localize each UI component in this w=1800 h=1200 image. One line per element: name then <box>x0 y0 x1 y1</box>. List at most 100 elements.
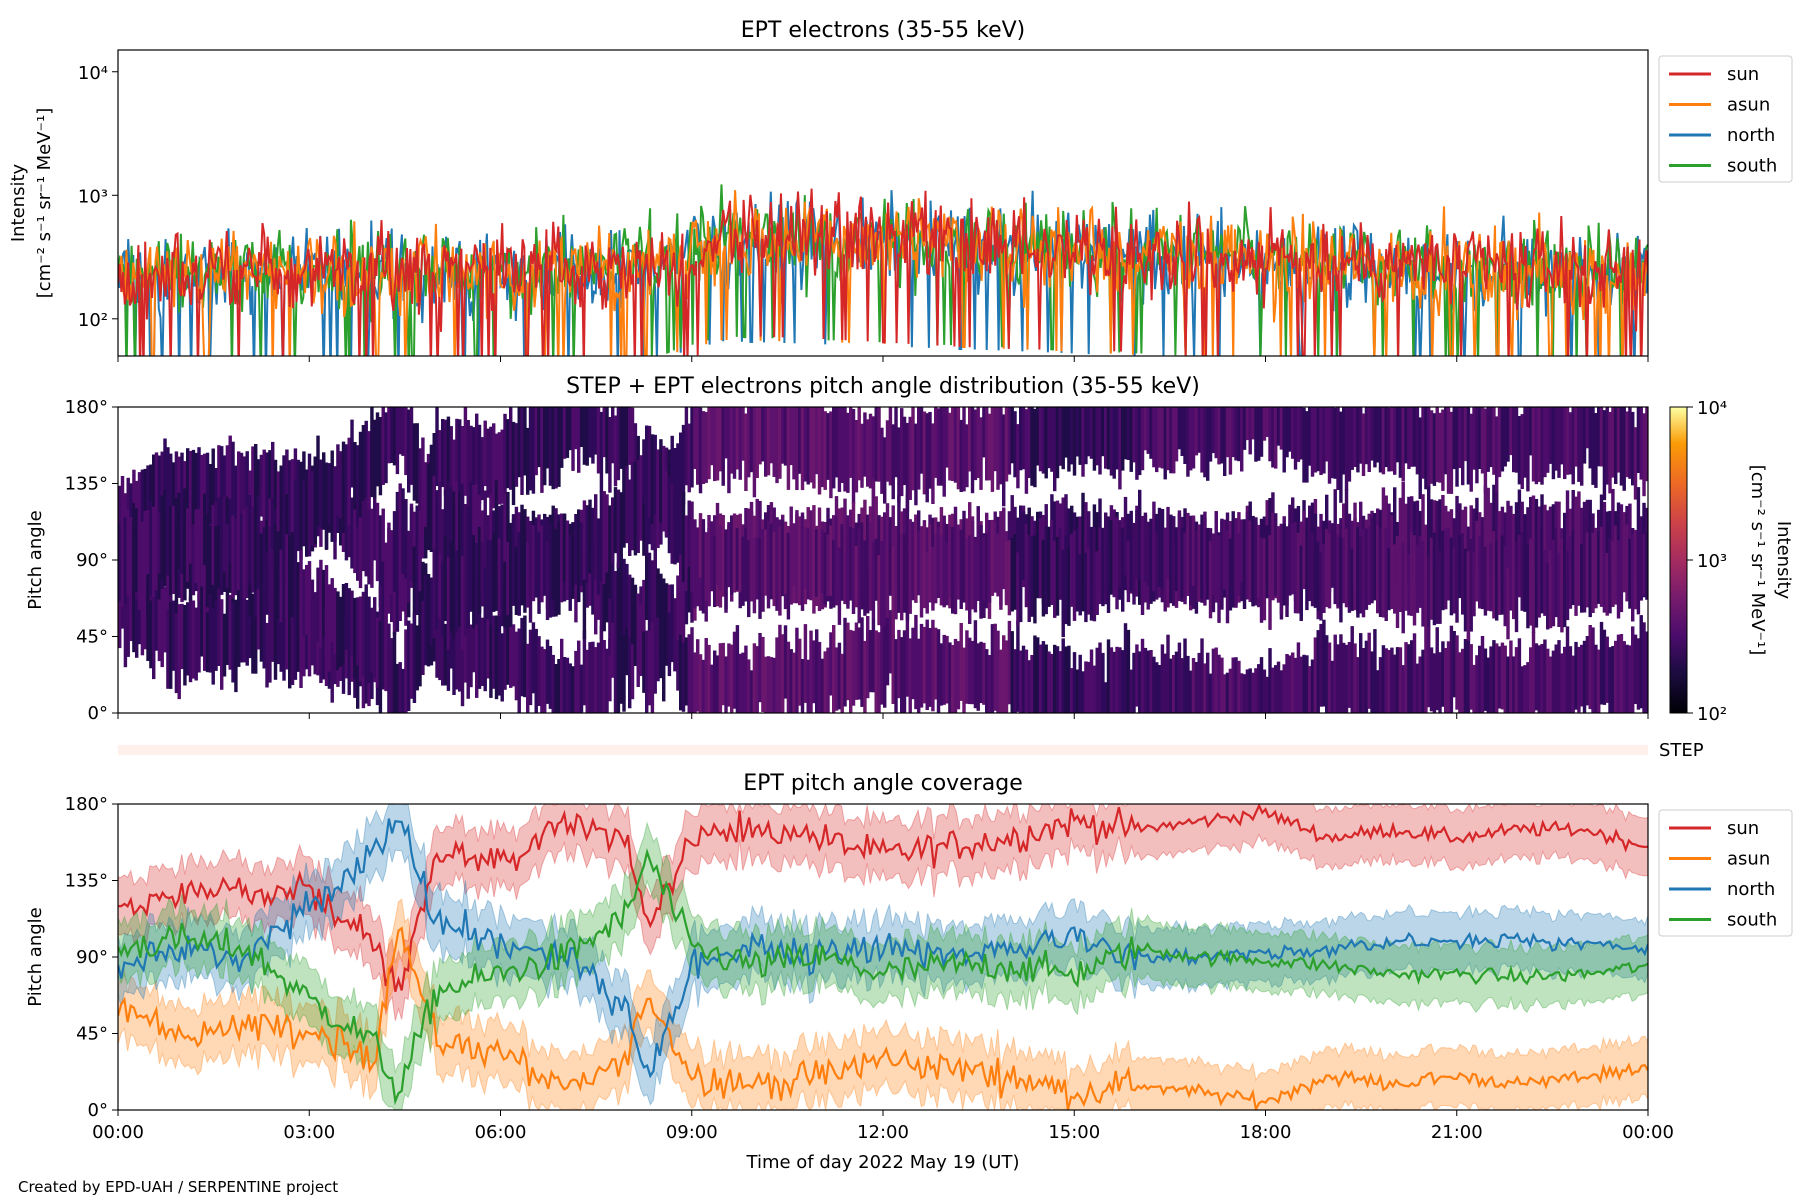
heatmap-cell <box>540 646 544 713</box>
heatmap-cell <box>548 407 553 486</box>
heatmap-cell <box>1611 646 1615 713</box>
heatmap-cell <box>1282 523 1286 606</box>
heatmap-cell <box>968 407 972 472</box>
heatmap-cell <box>220 512 224 595</box>
heatmap-cell <box>829 632 833 696</box>
heatmap-cell <box>687 531 691 613</box>
heatmap-cell <box>1520 414 1524 489</box>
heatmap-cell <box>1415 500 1420 589</box>
heatmap-cell <box>681 641 686 712</box>
heatmap-cell <box>171 462 176 542</box>
heatmap-cell <box>1480 636 1485 713</box>
heatmap-cell <box>934 533 938 604</box>
heatmap-cell <box>1582 640 1587 713</box>
heatmap-cell <box>1517 638 1522 713</box>
heatmap-cell <box>1619 504 1624 567</box>
heatmap-cell <box>313 456 317 545</box>
heatmap-cell <box>871 618 876 693</box>
heatmap-cell <box>169 453 173 522</box>
heatmap-cell <box>1497 546 1502 615</box>
heatmap-cell <box>857 528 861 624</box>
heatmap-cell <box>942 634 946 705</box>
heatmap-cell <box>1554 644 1558 713</box>
heatmap-cell <box>1319 623 1323 707</box>
heatmap-cell <box>398 662 402 713</box>
heatmap-cell <box>679 545 683 635</box>
heatmap-cell <box>959 623 963 701</box>
heatmap-cell <box>503 613 507 690</box>
heatmap-cell <box>747 407 751 478</box>
legend-label-south: south <box>1727 156 1777 177</box>
heatmap-cell <box>809 510 813 601</box>
heatmap-cell <box>279 602 283 672</box>
heatmap-cell <box>228 435 232 525</box>
heatmap-cell <box>608 639 612 702</box>
heatmap-cell <box>1036 637 1040 713</box>
heatmap-cell <box>863 540 867 616</box>
heatmap-cell <box>1197 524 1201 602</box>
heatmap-cell <box>1058 527 1063 600</box>
heatmap-cell <box>871 416 876 506</box>
heatmap-cell <box>1486 487 1490 560</box>
heatmap-cell <box>398 407 402 455</box>
heatmap-cell <box>1053 540 1057 618</box>
heatmap-cell <box>279 549 283 623</box>
heatmap-cell <box>441 602 445 686</box>
heatmap-cell <box>135 508 139 592</box>
heatmap-cell <box>1036 407 1040 466</box>
heatmap-cell <box>1489 543 1493 612</box>
heatmap-cell <box>497 432 502 505</box>
heatmap-cell <box>786 532 791 620</box>
heatmap-cell <box>1415 407 1420 475</box>
heatmap-cell <box>1203 407 1207 478</box>
heatmap-cell <box>1070 534 1074 607</box>
heatmap-cell <box>908 416 912 500</box>
heatmap-cell <box>1580 543 1584 613</box>
heatmap-cell <box>863 412 867 477</box>
heatmap-cell <box>1223 519 1227 590</box>
heatmap-cell <box>1455 542 1459 623</box>
heatmap-cell <box>330 450 334 542</box>
heatmap-cell <box>407 409 411 493</box>
heatmap-cell <box>528 553 533 623</box>
heatmap-cell <box>290 476 295 566</box>
heatmap-cell <box>591 407 595 464</box>
heatmap-cell <box>1305 411 1309 483</box>
heatmap-cell <box>1438 652 1442 713</box>
x-tick-label: 21:00 <box>1431 1122 1483 1143</box>
heatmap-cell <box>551 505 555 600</box>
heatmap-cell <box>373 486 377 561</box>
heatmap-cell <box>571 666 575 713</box>
heatmap-cell <box>715 407 720 481</box>
heatmap-cell <box>1415 663 1420 713</box>
heatmap-cell <box>1050 520 1054 605</box>
heatmap-cell <box>650 622 655 713</box>
heatmap-cell <box>415 423 419 504</box>
heatmap-cell <box>1053 644 1057 713</box>
heatmap-cell <box>290 612 295 685</box>
heatmap-cell <box>1112 407 1116 479</box>
heatmap-cell <box>1475 520 1479 602</box>
heatmap-cell <box>667 612 672 677</box>
heatmap-cell <box>574 514 578 585</box>
heatmap-cell <box>353 480 357 574</box>
y-tick-label: 0° <box>88 1100 108 1121</box>
heatmap-cell <box>681 491 686 582</box>
heatmap-cell <box>701 659 706 713</box>
heatmap-cell <box>662 449 666 527</box>
heatmap-cell <box>460 483 465 574</box>
heatmap-cell <box>514 631 519 701</box>
heatmap-cell <box>1446 641 1451 713</box>
heatmap-cell <box>1364 528 1369 610</box>
heatmap-cell <box>554 407 558 489</box>
heatmap-cell <box>883 437 887 504</box>
heatmap-cell <box>1359 536 1363 614</box>
heatmap-cell <box>1242 674 1247 713</box>
heatmap-cell <box>432 475 436 567</box>
heatmap-cell <box>239 597 244 663</box>
heatmap-cell <box>585 505 589 583</box>
heatmap-cell <box>664 583 669 666</box>
heatmap-cell <box>1223 407 1227 476</box>
heatmap-cell <box>826 647 830 713</box>
heatmap-cell <box>582 630 587 706</box>
